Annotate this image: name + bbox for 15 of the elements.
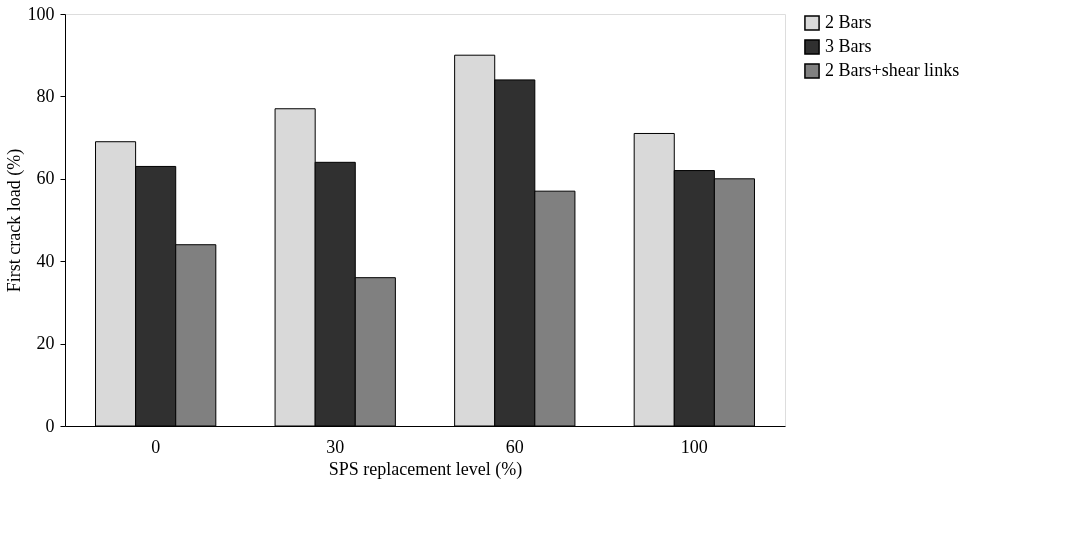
legend-label: 2 Bars: [825, 12, 872, 32]
y-tick-label: 80: [36, 85, 55, 106]
y-axis-title: First crack load (%): [3, 148, 25, 293]
x-tick-label: 0: [151, 436, 161, 457]
legend-label: 3 Bars: [825, 36, 872, 56]
y-tick-label: 60: [36, 168, 55, 189]
x-tick-label: 30: [326, 436, 345, 457]
y-tick-label: 0: [45, 415, 55, 436]
x-tick-label: 100: [680, 436, 708, 457]
y-tick-label: 100: [27, 3, 55, 24]
y-tick-label: 20: [36, 333, 55, 354]
legend-label: 2 Bars+shear links: [825, 60, 960, 80]
x-tick-label: 60: [505, 436, 524, 457]
x-axis-title: SPS replacement level (%): [328, 458, 523, 480]
y-tick-label: 40: [36, 250, 55, 271]
